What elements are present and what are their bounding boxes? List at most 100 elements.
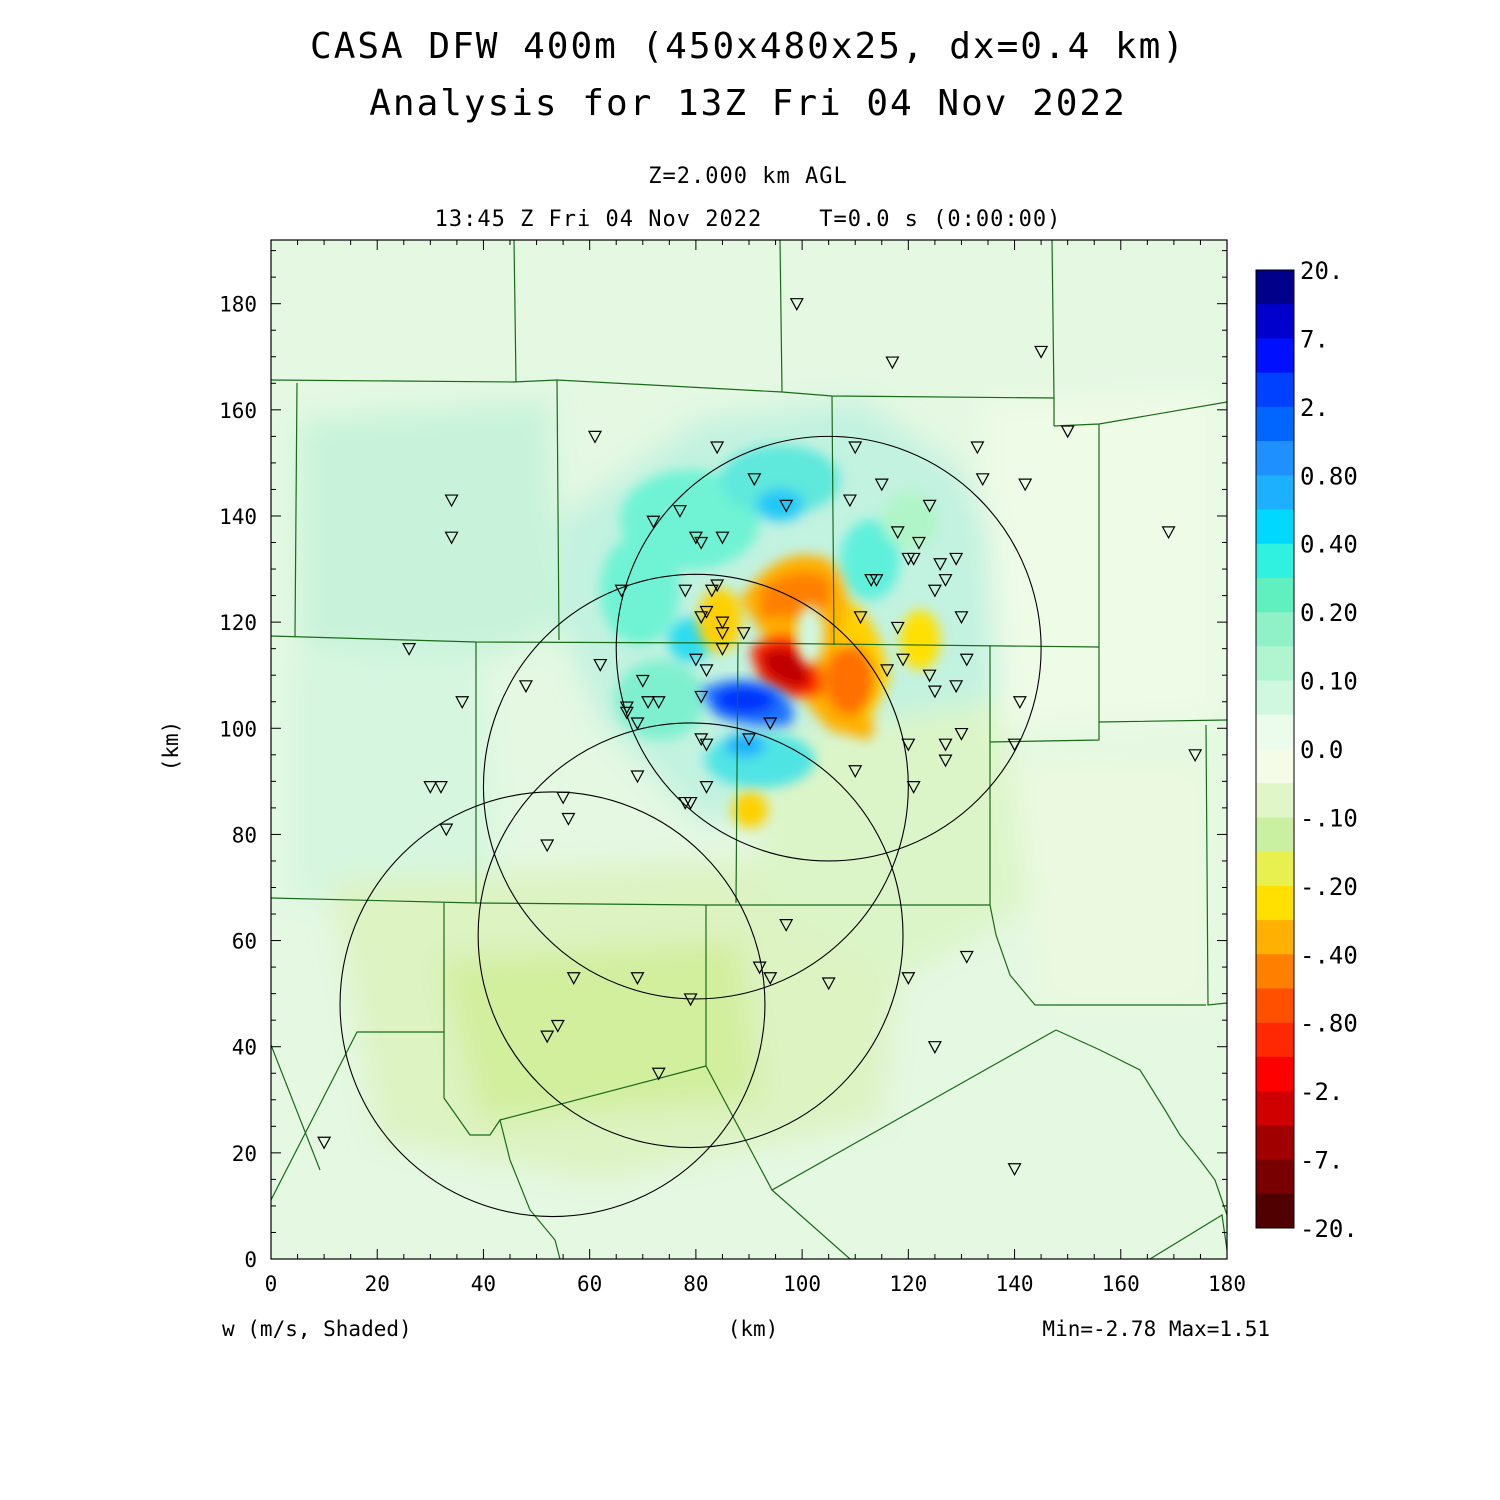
plot-area	[271, 240, 1227, 1259]
colorbar-segment	[1256, 577, 1294, 613]
station-marker	[540, 839, 555, 853]
station-marker	[1018, 478, 1033, 492]
station-marker	[938, 754, 953, 768]
station-marker	[901, 738, 916, 752]
colorbar-segment	[1256, 304, 1294, 339]
colorbar-label: -.10	[1300, 804, 1358, 832]
station-marker	[1034, 345, 1049, 359]
y-tick-label: 120	[219, 611, 257, 635]
colorbar-segment	[1256, 1022, 1294, 1058]
station-marker	[587, 430, 602, 444]
station-marker	[630, 972, 645, 985]
station-marker	[906, 781, 921, 794]
station-marker	[556, 791, 571, 805]
colorbar-segment	[1256, 714, 1294, 750]
colorbar-segment	[1256, 270, 1294, 305]
station-marker	[789, 298, 804, 311]
station-marker	[651, 696, 666, 709]
station-marker	[890, 621, 905, 635]
colorbar-label: 0.40	[1300, 531, 1358, 559]
colorbar-label: 20.	[1300, 257, 1343, 285]
station-marker	[619, 706, 634, 720]
station-marker	[699, 664, 714, 678]
colorbar-label: 0.10	[1300, 668, 1358, 696]
station-marker	[927, 1041, 942, 1054]
radar-rings	[339, 435, 1042, 1218]
station-marker	[1188, 749, 1203, 763]
station-marker	[402, 643, 417, 656]
subtitle-level: Z=2.000 km AGL	[648, 164, 847, 189]
station-marker	[630, 770, 645, 784]
station-marker	[710, 441, 725, 455]
colorbar-label: -.20	[1300, 873, 1358, 901]
station-marker	[763, 717, 778, 731]
station-marker	[715, 643, 730, 656]
station-marker	[752, 961, 767, 975]
station-marker	[959, 950, 974, 964]
x-tick-label: 0	[265, 1272, 278, 1296]
station-marker	[779, 919, 794, 932]
colorbar-label: 0.80	[1300, 462, 1358, 490]
footer-xunit: (km)	[728, 1317, 779, 1341]
station-marker	[651, 1067, 666, 1081]
footer-minmax: Min=-2.78 Max=1.51	[1042, 1317, 1270, 1341]
station-marker	[641, 696, 656, 709]
title-line2: Analysis for 13Z Fri 04 Nov 2022	[369, 83, 1127, 124]
station-marker	[959, 653, 974, 667]
x-tick-label: 20	[365, 1272, 390, 1296]
station-marker	[933, 558, 948, 571]
station-marker	[444, 494, 459, 508]
station-marker	[694, 690, 709, 704]
colorbar-segment	[1256, 338, 1294, 374]
colorbar-segment	[1256, 920, 1294, 955]
station-marker	[911, 536, 926, 550]
colorbar-segment	[1256, 954, 1294, 989]
station-marker	[842, 494, 857, 508]
station-marker	[317, 1136, 332, 1150]
colorbar-segment	[1256, 543, 1294, 579]
colorbar-segment	[1256, 1091, 1294, 1126]
station-marker	[938, 574, 953, 587]
station-marker	[715, 531, 730, 545]
station-marker	[880, 664, 895, 678]
station-marker	[699, 738, 714, 752]
colorbar-segment	[1256, 1193, 1294, 1229]
station-marker	[715, 616, 730, 630]
subtitle-time: 13:45 Z Fri 04 Nov 2022 T=0.0 s (0:00:00…	[435, 207, 1062, 232]
x-tick-label: 100	[783, 1272, 821, 1296]
station-marker	[874, 478, 889, 492]
colorbar-label: 0.20	[1300, 599, 1358, 627]
colorbar-label: 7.	[1300, 325, 1329, 353]
station-marker	[593, 658, 608, 672]
radar-ring-2	[477, 722, 904, 1149]
station-marker	[848, 441, 863, 455]
station-marker	[694, 611, 709, 625]
colorbar-segment	[1256, 612, 1294, 647]
station-marker	[518, 680, 533, 694]
county-boundaries	[271, 240, 1227, 1259]
radar-ring-1	[482, 573, 909, 1000]
station-marker	[901, 972, 916, 985]
radar-ring-0	[615, 435, 1042, 862]
x-tick-label: 60	[577, 1272, 602, 1296]
colorbar-segment	[1256, 646, 1294, 682]
station-marker	[890, 526, 905, 540]
shading-blue	[700, 680, 794, 727]
title-line1: CASA DFW 400m (450x480x25, dx=0.4 km)	[310, 26, 1186, 67]
station-marker	[949, 680, 964, 694]
y-tick-label: 80	[232, 823, 257, 847]
radar-ring-3	[339, 791, 766, 1218]
y-tick-label: 160	[219, 399, 257, 423]
station-marker	[646, 515, 661, 529]
y-tick-label: 100	[219, 717, 257, 741]
tick-labels: 0 20 40 60 80 100 120 140 160 180 0 20 40 60 80 100 120 1…	[219, 293, 1246, 1296]
colorbar-label: -7.	[1300, 1147, 1343, 1175]
station-marker	[954, 727, 969, 741]
colorbar-segment	[1256, 680, 1294, 716]
station-marker	[694, 536, 709, 550]
colorbar	[1255, 269, 1295, 1229]
x-tick-label: 160	[1102, 1272, 1140, 1296]
station-marker	[896, 653, 911, 667]
x-tick-label: 80	[683, 1272, 708, 1296]
station-marker	[1007, 1163, 1022, 1177]
